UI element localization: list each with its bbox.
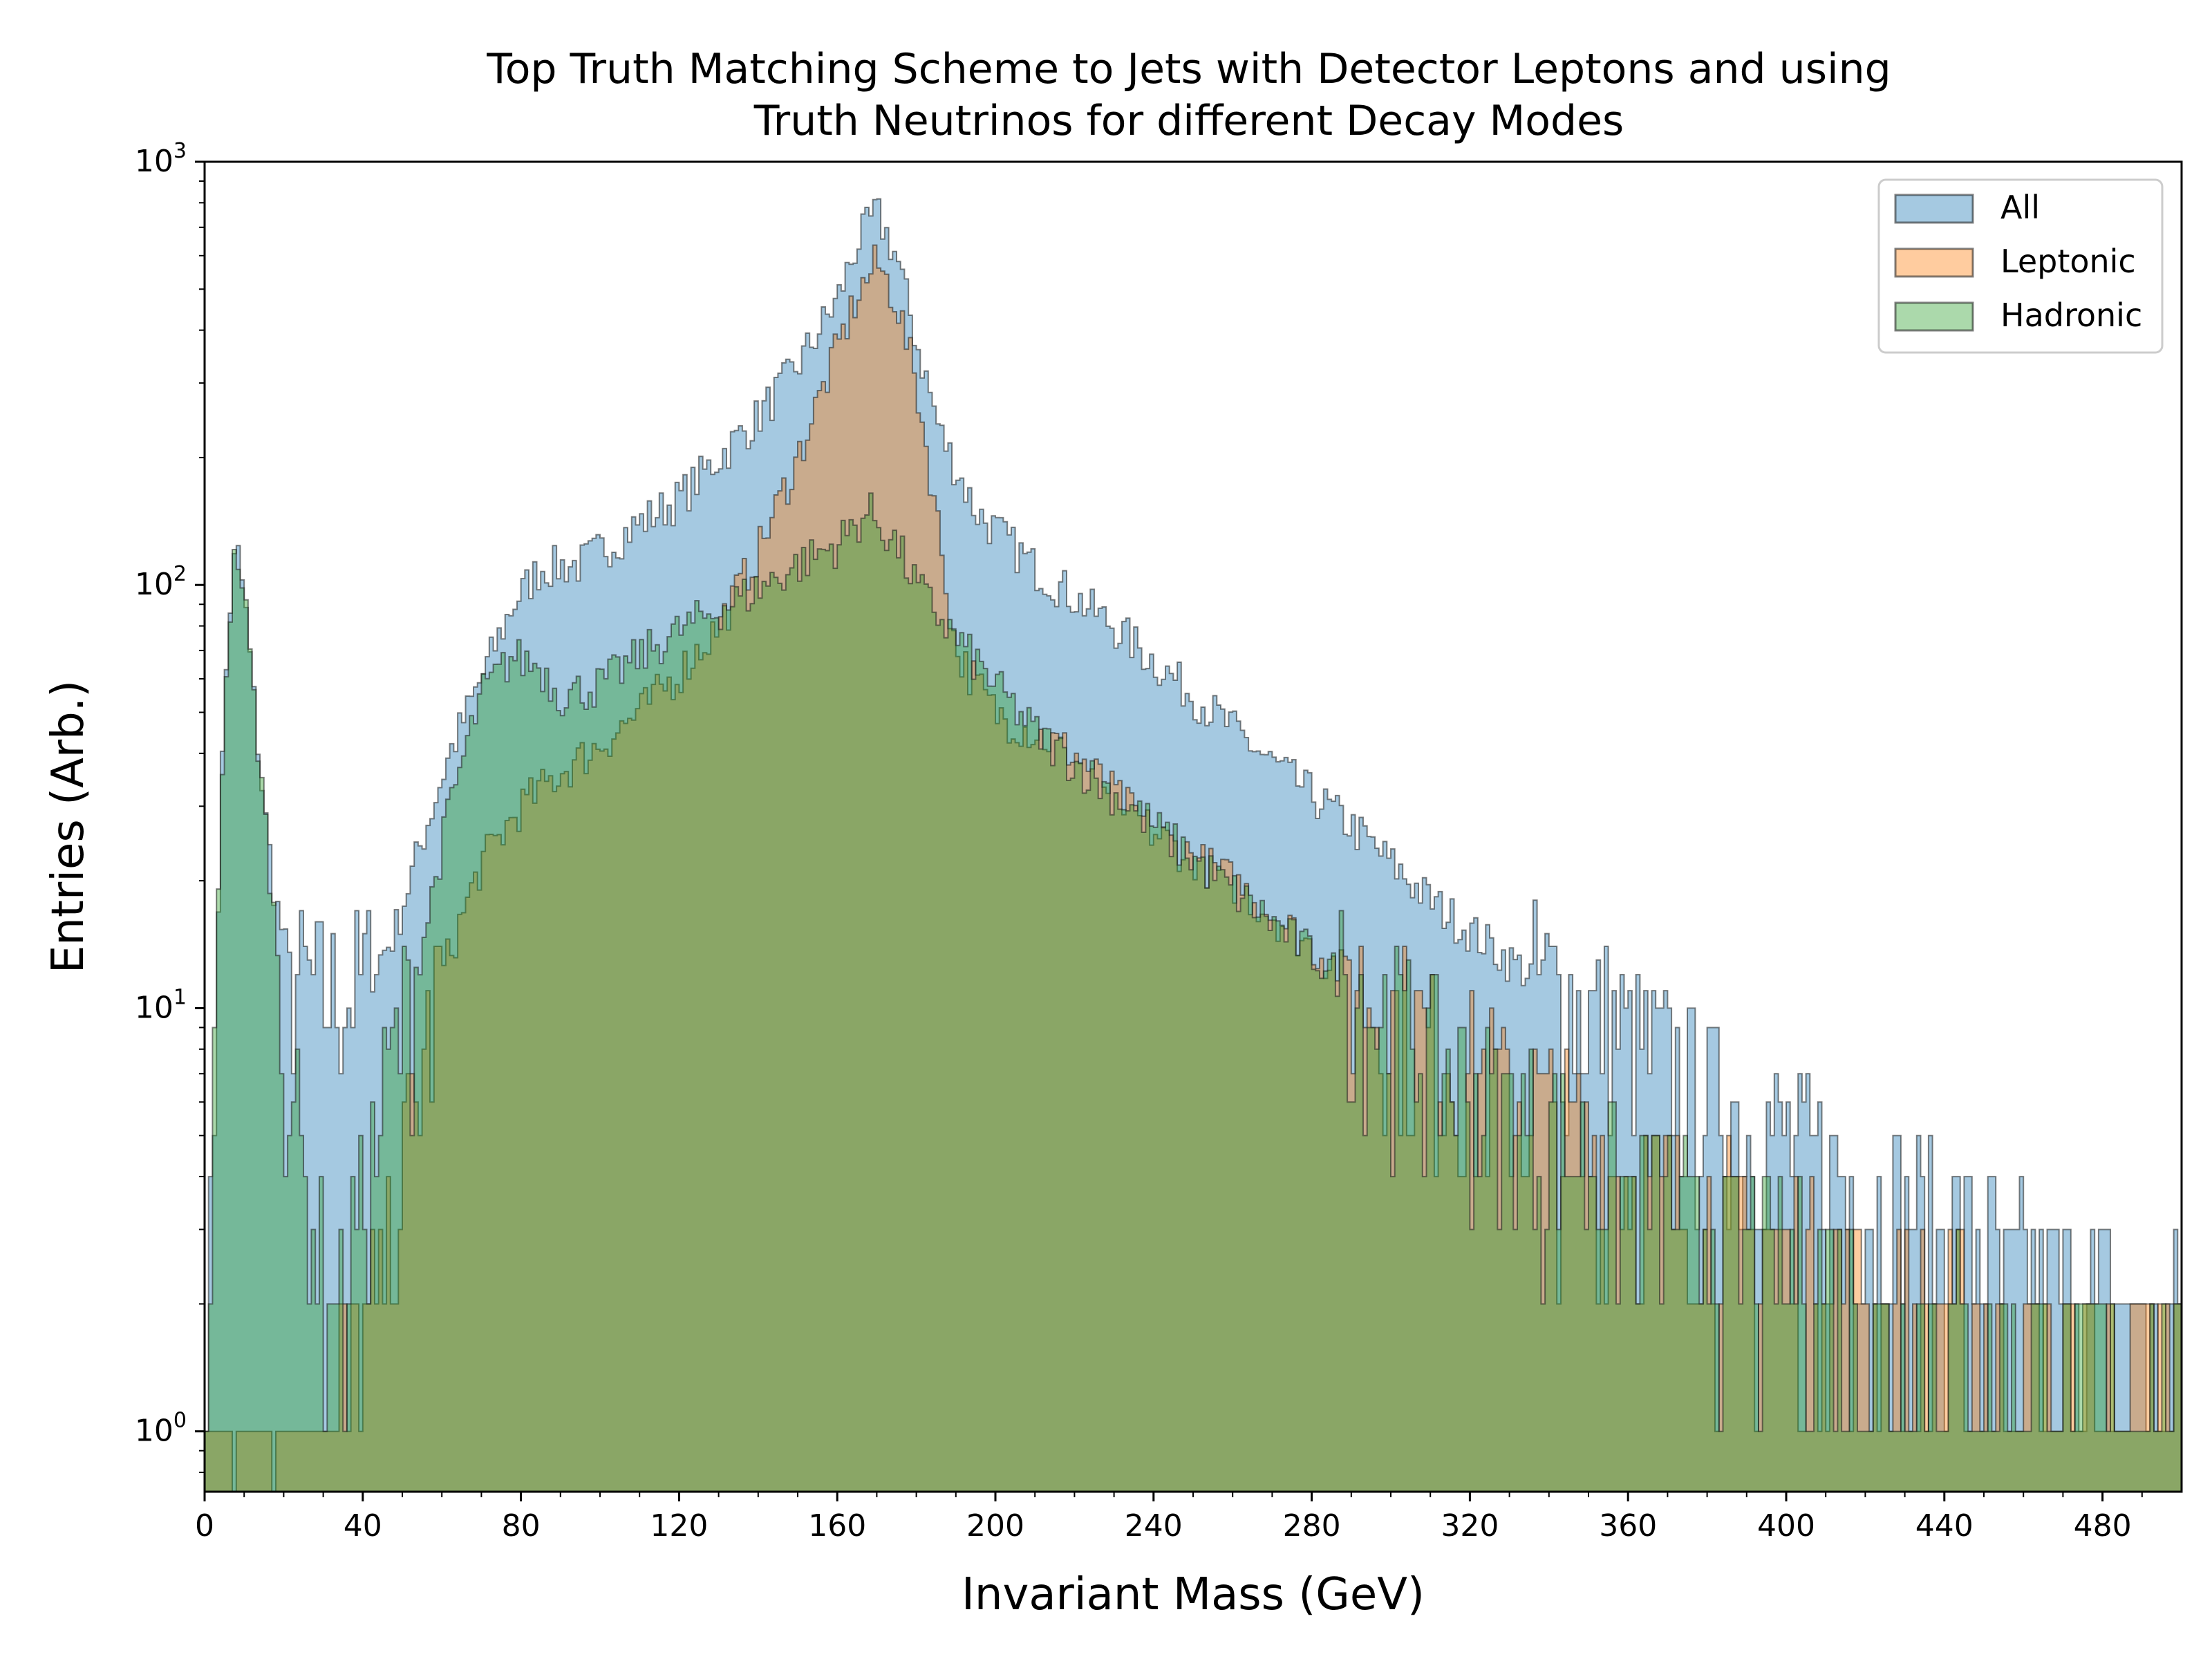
chart-title-line-2: Truth Neutrinos for different Decay Mode…: [753, 97, 1624, 145]
x-tick-label: 320: [1441, 1508, 1499, 1544]
legend-swatch-all: [1894, 194, 1974, 224]
x-tick-label: 280: [1283, 1508, 1341, 1544]
legend-label-hadronic: Hadronic: [2000, 297, 2142, 334]
legend-label-leptonic: Leptonic: [2000, 243, 2136, 280]
x-tick-label: 360: [1599, 1508, 1657, 1544]
y-tick-label: 103: [135, 139, 187, 179]
series-layer: [205, 198, 2182, 1492]
x-tick-label: 0: [195, 1508, 214, 1544]
y-tick-label: 102: [135, 562, 187, 602]
x-tick-label: 120: [650, 1508, 708, 1544]
y-axis: 100 101 102 103: [135, 139, 205, 1473]
x-tick-label: 240: [1125, 1508, 1183, 1544]
x-axis-label: Invariant Mass (GeV): [962, 1569, 1425, 1620]
x-tick-label: 160: [808, 1508, 866, 1544]
legend: All Leptonic Hadronic: [1877, 178, 2164, 354]
x-axis: 0 40 80 120 160 200 240 280 320 360 400 440 480: [195, 1492, 2143, 1544]
legend-swatch-hadronic: [1894, 301, 1974, 332]
x-tick-label: 440: [1915, 1508, 1974, 1544]
x-tick-label: 200: [966, 1508, 1024, 1544]
y-tick-label: 100: [135, 1409, 187, 1449]
x-tick-label: 400: [1757, 1508, 1815, 1544]
y-axis-label: Entries (Arb.): [43, 680, 94, 973]
chart-title-line-1: Top Truth Matching Scheme to Jets with D…: [486, 45, 1891, 93]
y-tick-label: 101: [135, 985, 187, 1025]
x-tick-label: 480: [2074, 1508, 2132, 1544]
x-tick-label: 40: [344, 1508, 382, 1544]
plot-area: [203, 160, 2183, 1493]
x-tick-label: 80: [502, 1508, 541, 1544]
histogram-series-hadronic: [205, 492, 2182, 1492]
legend-label-all: All: [2000, 189, 2040, 226]
legend-swatch-leptonic: [1894, 247, 1974, 278]
